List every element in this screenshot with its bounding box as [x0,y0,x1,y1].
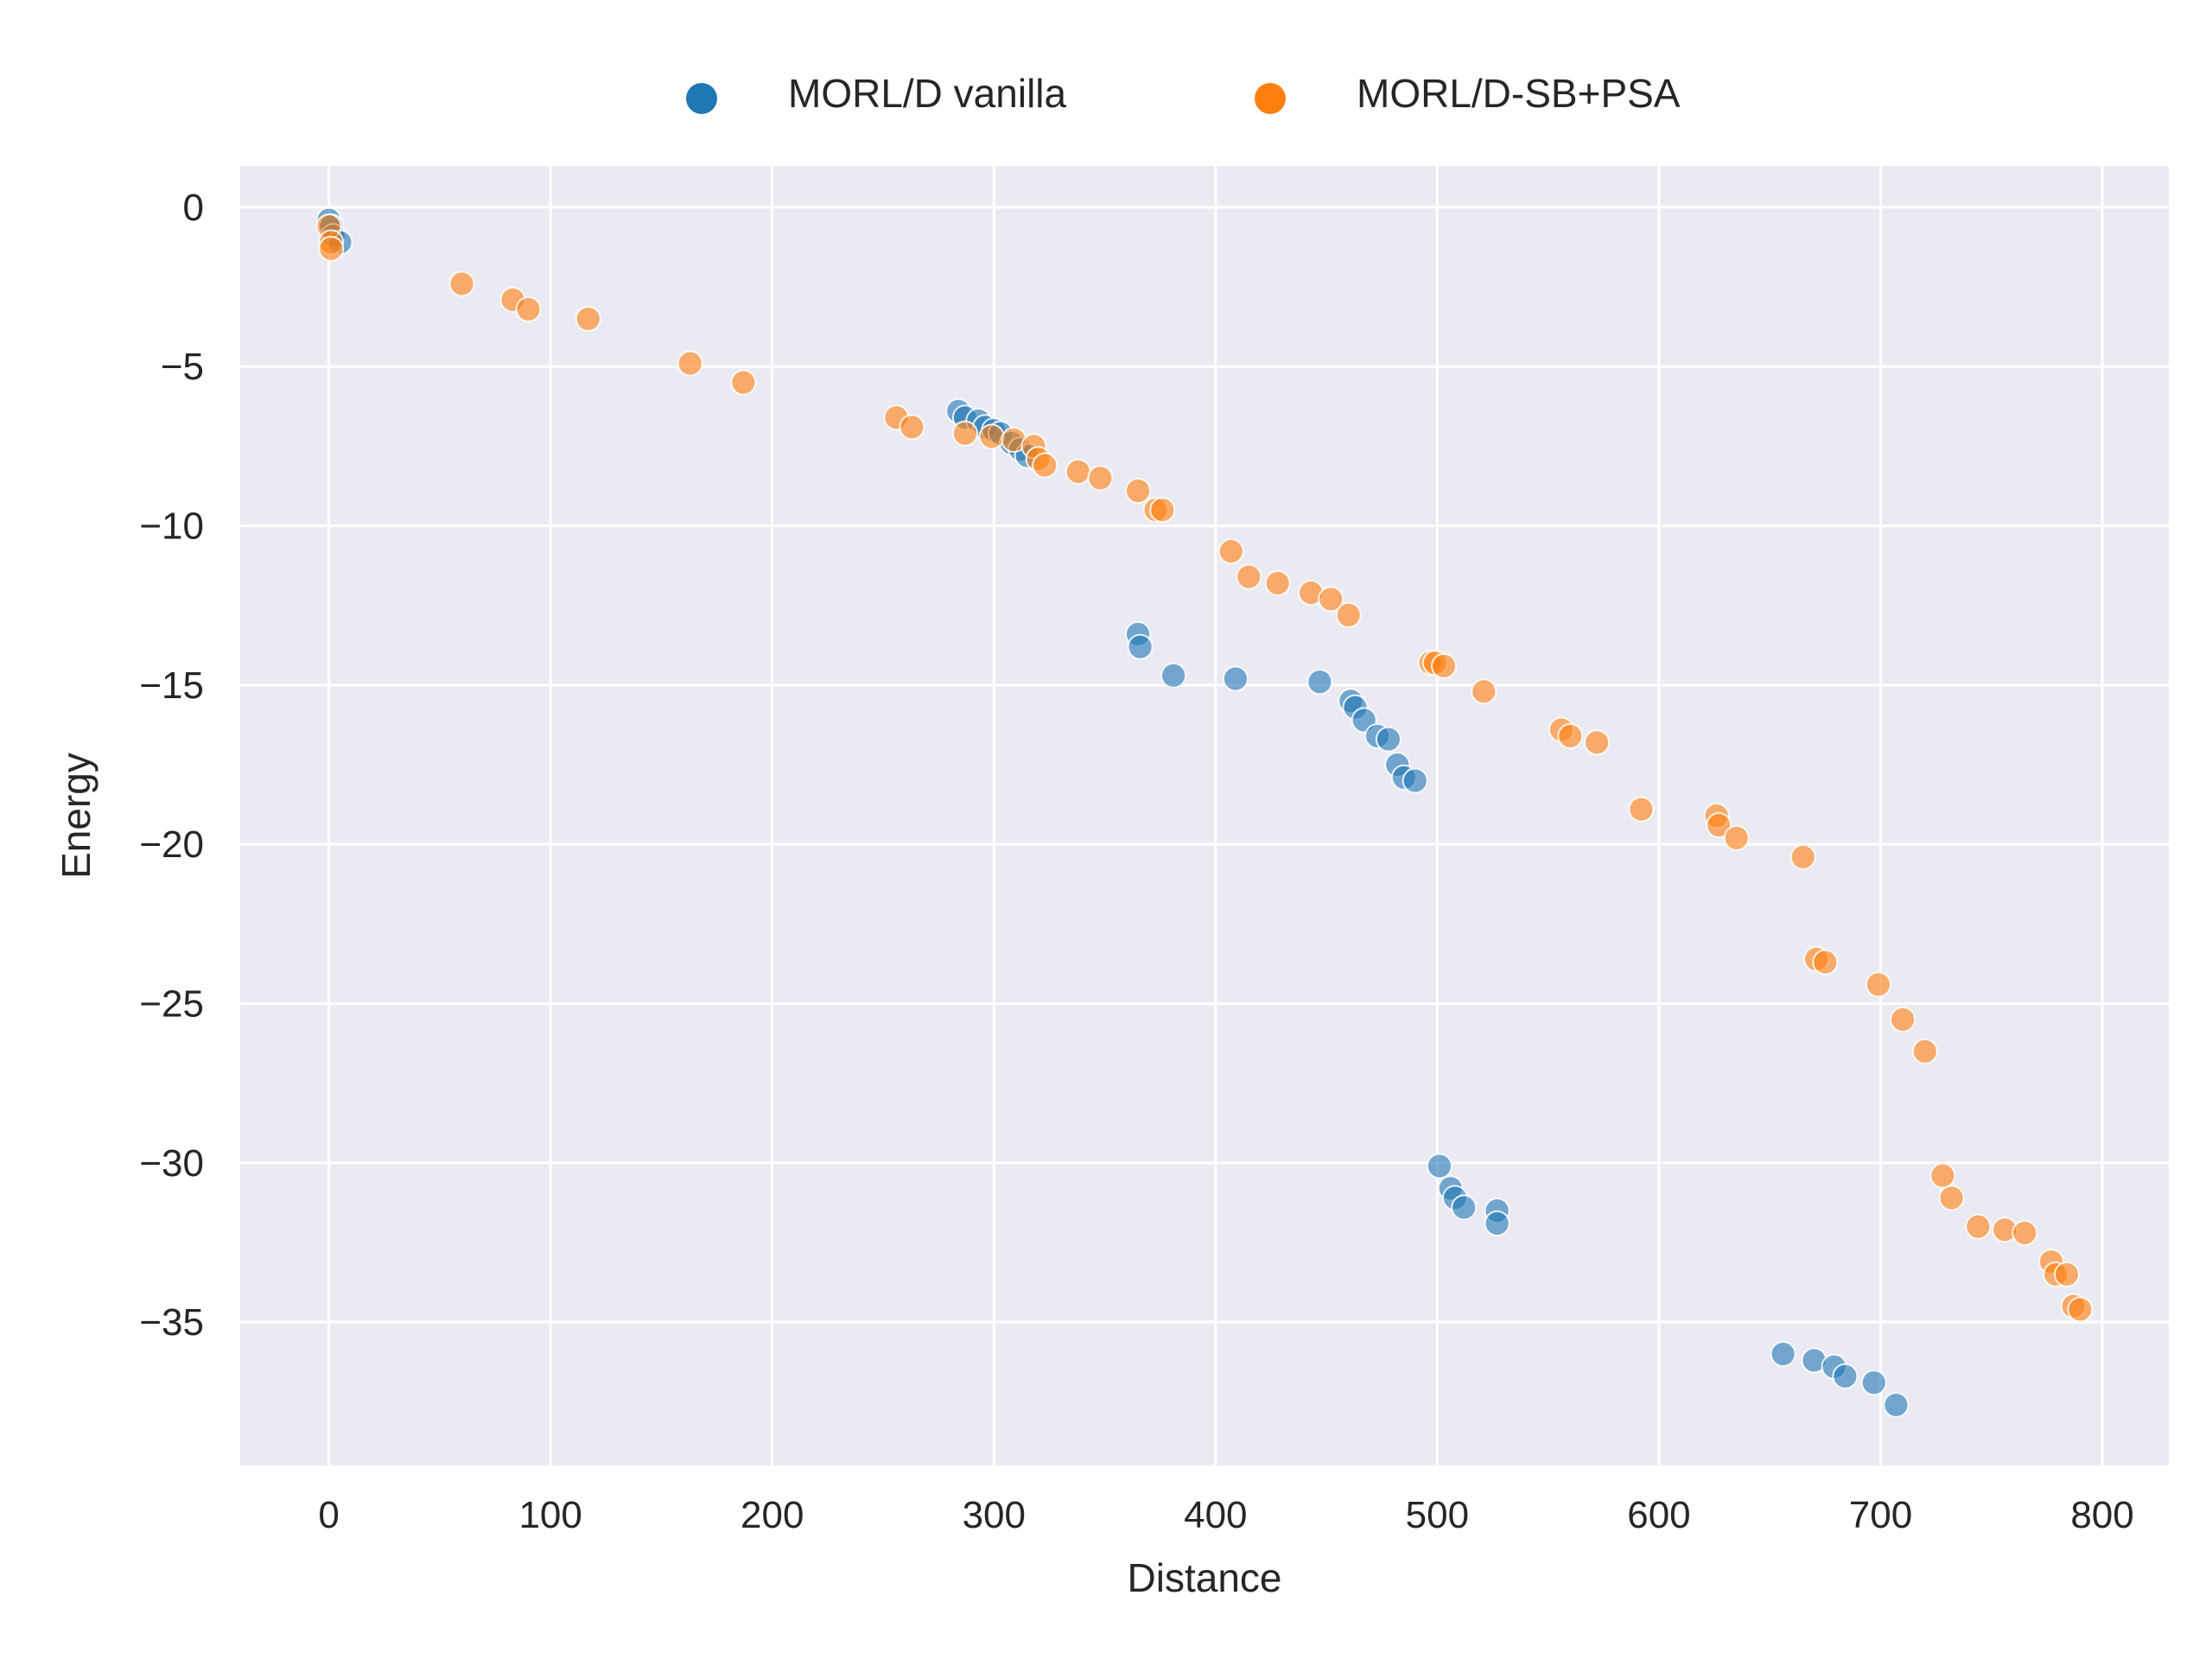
data-point [1911,1038,1938,1065]
y-tick-label: −15 [139,664,204,707]
data-point [1375,726,1402,753]
y-tick-labels: 0 −5 −10 −15 −20 −25 −30 −35 [139,187,204,1344]
data-point [1706,812,1732,839]
data-point [1628,796,1655,823]
x-axis-label: Distance [1128,1555,1282,1600]
legend-label: MORL/D-SB+PSA [1357,71,1681,116]
data-point [1883,1391,1910,1418]
data-point [1832,1363,1859,1389]
y-tick-label: −25 [139,982,204,1025]
data-point [1127,633,1154,660]
grid-lines [240,166,2169,1465]
y-tick-label: −20 [139,823,204,866]
data-point [515,296,542,322]
legend: MORL/D vanilla MORL/D-SB+PSA [686,71,1681,116]
data-point [1149,497,1176,524]
data-point [951,420,978,447]
legend-marker [686,83,717,114]
x-tick-label: 200 [741,1494,804,1536]
data-point [1318,586,1344,613]
data-point [1451,1194,1478,1221]
data-point [1217,538,1244,565]
data-point [318,235,345,262]
x-tick-label: 600 [1627,1494,1690,1536]
legend-label: MORL/D vanilla [788,71,1067,116]
x-tick-label: 700 [1849,1494,1912,1536]
data-point [1860,1370,1887,1396]
x-tick-label: 0 [318,1494,339,1536]
data-point [448,270,475,297]
data-point [1812,949,1839,976]
data-point [1938,1185,1965,1211]
data-point [1264,569,1291,596]
data-point [899,414,925,441]
data-point [575,305,601,332]
y-tick-label: −5 [161,346,204,388]
data-point [978,423,1005,450]
data-point [1484,1210,1510,1236]
plot-area [240,166,2169,1465]
x-tick-label: 400 [1184,1494,1247,1536]
data-point [1431,652,1458,679]
y-tick-label: −35 [139,1301,204,1344]
data-point [2012,1219,2038,1246]
data-point [1723,824,1750,851]
data-point [1236,563,1262,590]
x-tick-label: 100 [518,1494,582,1536]
data-point [1222,665,1249,692]
data-point [1770,1340,1796,1367]
data-point [1471,678,1497,705]
data-point [1160,662,1187,689]
series-2 [315,213,2094,1323]
data-point [1426,1153,1452,1179]
data-point [1032,452,1058,479]
x-tick-label: 800 [2070,1494,2133,1536]
data-point [1789,843,1816,870]
y-axis-label: Energy [54,753,99,879]
data-point [1865,971,1891,998]
y-tick-label: −30 [139,1142,204,1185]
data-point [1965,1213,1992,1240]
data-point [730,369,757,396]
data-point [1125,478,1152,504]
data-point [677,350,703,377]
data-point [1306,669,1333,696]
data-point [1402,767,1428,794]
legend-marker [1255,83,1286,114]
data-point [1335,601,1362,628]
data-point [1065,458,1091,485]
y-tick-label: −10 [139,505,204,548]
x-tick-label: 500 [1406,1494,1469,1536]
data-point [1890,1006,1916,1033]
data-points [315,207,2094,1418]
y-tick-label: 0 [183,187,204,229]
data-point [1929,1162,1956,1189]
x-tick-labels: 0 100 200 300 400 500 600 700 800 [318,1494,2133,1536]
x-tick-label: 300 [963,1494,1026,1536]
data-point [2053,1261,2080,1287]
data-point [1584,729,1611,756]
data-point [2067,1296,2094,1323]
data-point [1087,465,1114,492]
data-point [1557,722,1584,749]
